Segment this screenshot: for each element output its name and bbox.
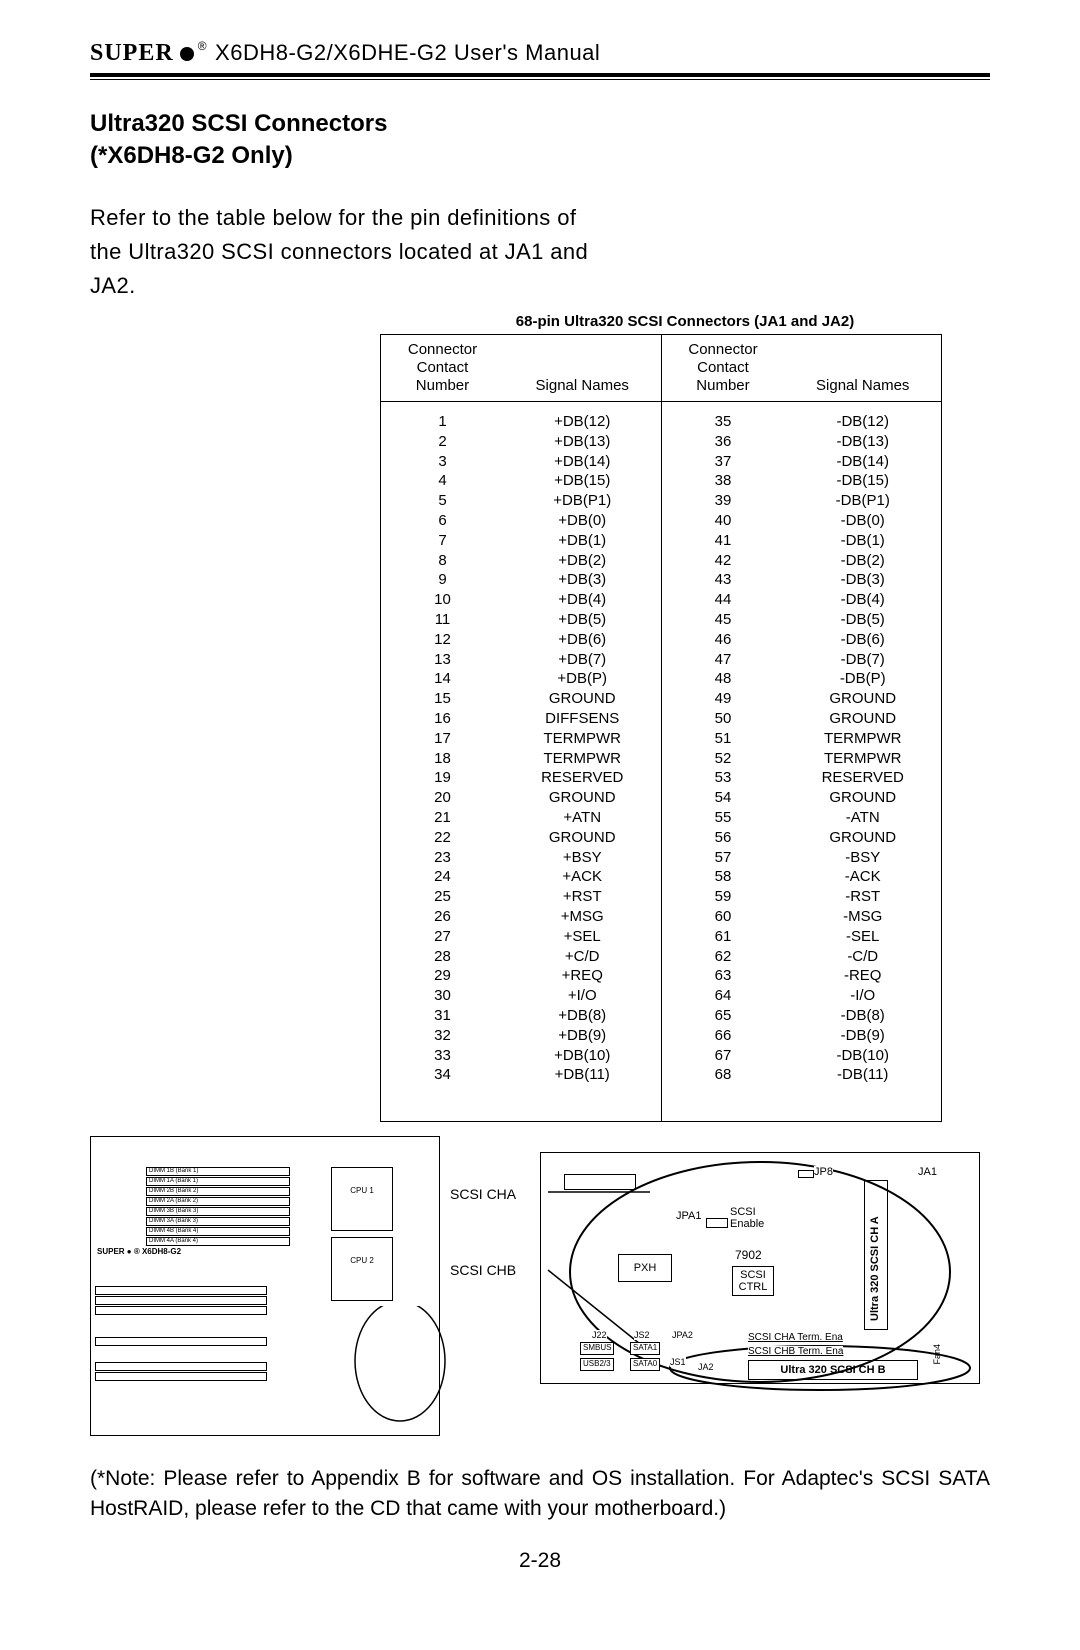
brand-text: SUPER bbox=[90, 40, 174, 67]
jpa1-scsi-label: SCSI bbox=[730, 1206, 756, 1218]
registered-icon: ® bbox=[198, 39, 207, 53]
cpu1-label: CPU 1 bbox=[331, 1167, 393, 1231]
j22-label: J22 bbox=[592, 1330, 607, 1340]
fan4-label: Fan4 bbox=[932, 1344, 942, 1365]
section-title-line2: (*X6DH8-G2 Only) bbox=[90, 140, 990, 172]
sata1-label: SATA1 bbox=[630, 1342, 660, 1355]
cha-vertical-connector: Ultra 320 SCSI CH A bbox=[864, 1180, 888, 1330]
jpa2-label: JPA2 bbox=[672, 1330, 693, 1340]
brand-dot-icon bbox=[180, 47, 194, 61]
table-left-numbers: 1234567891011121314151617181920212223242… bbox=[381, 412, 504, 1085]
zoom-panel: SCSI CHA SCSI CHB JPA1 SCSI Enable PXH 7… bbox=[480, 1152, 980, 1432]
smbus-label: SMBUS bbox=[580, 1342, 614, 1355]
table-right-numbers: 3536373839404142434445464748495051525354… bbox=[662, 412, 785, 1085]
pin-table: ConnectorContactNumber Signal Names 1234… bbox=[380, 334, 942, 1122]
jpa1-jumper-icon bbox=[706, 1218, 728, 1228]
page-number: 2-28 bbox=[90, 1549, 990, 1573]
diagram-area: DIMM 1B (Bank 1)DIMM 1A (Bank 1)DIMM 2B … bbox=[90, 1136, 990, 1446]
section-body: Refer to the table below for the pin def… bbox=[90, 201, 610, 303]
pin-table-left: ConnectorContactNumber Signal Names 1234… bbox=[381, 335, 662, 1121]
section-title-line1: Ultra320 SCSI Connectors bbox=[90, 108, 990, 140]
sata0-label: SATA0 bbox=[630, 1358, 660, 1371]
jp8-label: JP8 bbox=[814, 1166, 833, 1178]
pxh-chip: PXH bbox=[618, 1254, 672, 1282]
manual-title: X6DH8-G2/X6DHE-G2 User's Manual bbox=[215, 40, 600, 66]
pin-table-wrap: 68-pin Ultra320 SCSI Connectors (JA1 and… bbox=[380, 313, 990, 1122]
usb-label: USB2/3 bbox=[580, 1358, 614, 1371]
js2-label: JS2 bbox=[634, 1330, 650, 1340]
term-b-label: SCSI CHB Term. Ena bbox=[748, 1346, 843, 1357]
cha-vertical-label: Ultra 320 SCSI CH A bbox=[869, 1189, 881, 1321]
scsi-cha-label: SCSI CHA bbox=[450, 1186, 516, 1202]
term-a-label: SCSI CHA Term. Ena bbox=[748, 1332, 843, 1343]
table-right-signals: -DB(12)-DB(13)-DB(14)-DB(15)-DB(P1)-DB(0… bbox=[784, 412, 941, 1085]
table-head-sig-left: Signal Names bbox=[504, 341, 661, 395]
scsi-ctrl-chip: SCSICTRL bbox=[732, 1266, 774, 1296]
jpa1-label: JPA1 bbox=[676, 1210, 701, 1222]
footnote-text: (*Note: Please refer to Appendix B for s… bbox=[90, 1464, 990, 1523]
pin-table-title: 68-pin Ultra320 SCSI Connectors (JA1 and… bbox=[380, 313, 990, 330]
ja2-label: JA2 bbox=[698, 1362, 714, 1372]
chip-7902-label: 7902 bbox=[735, 1248, 762, 1262]
chb-horizontal-connector: Ultra 320 SCSI CH B bbox=[748, 1360, 918, 1380]
table-head-num-left: ConnectorContactNumber bbox=[381, 341, 504, 395]
cha-connector-icon bbox=[564, 1174, 636, 1190]
section-title: Ultra320 SCSI Connectors (*X6DH8-G2 Only… bbox=[90, 108, 990, 173]
pin-table-right: ConnectorContactNumber Signal Names 3536… bbox=[662, 335, 942, 1121]
ja1-label: JA1 bbox=[918, 1166, 937, 1178]
page-header: SUPER ® X6DH8-G2/X6DHE-G2 User's Manual bbox=[90, 40, 990, 67]
table-head-num-right: ConnectorContactNumber bbox=[662, 341, 785, 395]
scsi-chb-label: SCSI CHB bbox=[450, 1262, 516, 1278]
jp8-jumper-icon bbox=[798, 1170, 814, 1178]
table-left-signals: +DB(12)+DB(13)+DB(14)+DB(15)+DB(P1)+DB(0… bbox=[504, 412, 661, 1085]
table-head-sig-right: Signal Names bbox=[784, 341, 941, 395]
header-rule-thin bbox=[90, 79, 990, 80]
js1-label: JS1 bbox=[670, 1357, 686, 1367]
cpu2-label: CPU 2 bbox=[331, 1237, 393, 1301]
jpa1-enable-label: Enable bbox=[730, 1218, 764, 1230]
header-rule-thick bbox=[90, 73, 990, 77]
mobo-callout-icon bbox=[350, 1306, 450, 1446]
